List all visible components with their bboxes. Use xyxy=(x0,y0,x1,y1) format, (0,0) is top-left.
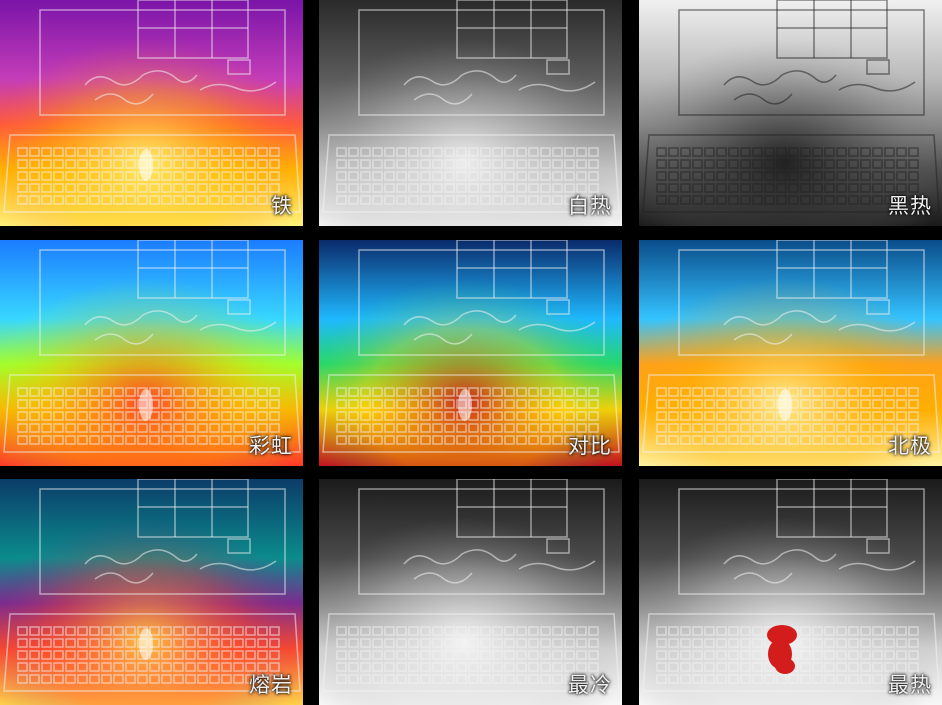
thermal-tile: 北极 xyxy=(639,240,942,466)
thermal-image xyxy=(319,479,622,705)
thermal-image xyxy=(0,479,303,705)
laptop-outline xyxy=(322,240,620,453)
palette-label: 北极 xyxy=(888,434,932,458)
thermal-image xyxy=(319,0,622,226)
thermal-tile: 白热 xyxy=(319,0,622,226)
palette-label: 彩虹 xyxy=(249,434,293,458)
hotspot xyxy=(139,628,153,660)
palette-label: 熔岩 xyxy=(249,673,293,697)
hotspot xyxy=(139,149,153,181)
laptop-outline xyxy=(3,479,301,692)
thermal-tile: 彩虹 xyxy=(0,240,303,466)
hotspot xyxy=(139,389,153,421)
laptop-outline xyxy=(642,240,940,453)
hotspot xyxy=(778,389,792,421)
laptop-outline xyxy=(3,240,301,453)
hotspot xyxy=(458,389,472,421)
palette-label: 铁 xyxy=(271,194,293,218)
thermal-tile: 最冷 xyxy=(319,479,622,705)
palette-label: 对比 xyxy=(568,434,612,458)
thermal-image xyxy=(0,240,303,466)
palette-label: 白热 xyxy=(568,194,612,218)
hottest-region xyxy=(767,625,797,674)
laptop-outline xyxy=(3,0,301,213)
thermal-image xyxy=(639,0,942,226)
laptop-outline xyxy=(322,479,620,692)
laptop-outline xyxy=(322,0,620,213)
thermal-image xyxy=(639,240,942,466)
thermal-image xyxy=(319,240,622,466)
thermal-image xyxy=(639,479,942,705)
thermal-tile: 最热 xyxy=(639,479,942,705)
palette-label: 最热 xyxy=(888,673,932,697)
laptop-outline xyxy=(642,0,940,213)
thermal-image xyxy=(0,0,303,226)
thermal-tile: 铁 xyxy=(0,0,303,226)
thermal-tile: 黑热 xyxy=(639,0,942,226)
thermal-tile: 对比 xyxy=(319,240,622,466)
thermal-tile: 熔岩 xyxy=(0,479,303,705)
palette-label: 最冷 xyxy=(568,673,612,697)
palette-label: 黑热 xyxy=(888,194,932,218)
